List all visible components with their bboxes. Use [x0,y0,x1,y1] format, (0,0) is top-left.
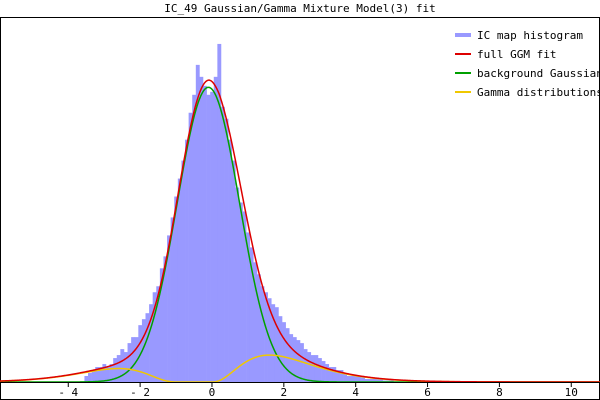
histogram-bar [303,349,308,382]
legend-label: full GGM fit [477,48,556,61]
histogram-bar [127,343,132,382]
histogram-bar [332,367,337,382]
histogram-bars [84,43,394,383]
histogram-bar [353,376,358,382]
x-tick-label: 4 [352,386,359,399]
histogram-bar [264,292,268,382]
histogram-bar [213,76,218,382]
x-tick-label: 8 [496,386,503,399]
histogram-bar [379,379,383,382]
histogram-bar [375,379,380,382]
histogram-bar [217,43,222,383]
histogram-bar [181,160,186,382]
histogram-bar [199,76,204,382]
histogram-bar [314,355,319,382]
chart-title: IC_49 Gaussian/Gamma Mixture Model(3) fi… [164,2,436,15]
histogram-bar [310,355,315,382]
background-gaussian-line [0,86,600,383]
x-tick-label: 2 [281,386,288,399]
full-ggm-fit-line [0,79,600,383]
histogram-bar [141,319,146,382]
histogram-bar [109,364,114,382]
x-tick-label: 10 [565,386,578,399]
histogram-bar [170,217,175,382]
histogram-bar [88,373,92,382]
histogram-bar [256,274,261,382]
histogram-bar [192,94,197,382]
histogram-bar [149,304,153,382]
histogram-bar [242,211,247,382]
histogram-bar [346,376,351,382]
histogram-bar [368,379,373,382]
histogram-bar [317,358,322,382]
histogram-bar [95,367,100,382]
histogram-bar [325,364,330,382]
histogram-bar [185,139,189,382]
histogram-bar [350,376,355,382]
fit-lines [0,79,600,383]
histogram-bar [371,379,376,382]
legend-label: background Gaussian [477,67,600,80]
histogram-bar [307,352,312,382]
histogram-bar [84,376,89,382]
histogram-bar [285,328,290,382]
histogram-bar [159,268,164,382]
histogram-bar [163,256,168,382]
histogram-bar [145,313,150,382]
histogram-bar [188,112,193,383]
histogram-bar [105,367,110,382]
histogram-bar [210,91,215,383]
histogram-bar [357,376,362,382]
histogram-bar [206,94,211,382]
legend: IC map histogram full GGM fit background G… [455,29,600,99]
histogram-bar [231,160,236,382]
histogram-bar [177,178,182,382]
histogram-bar [102,364,107,382]
histogram-bar [220,106,225,382]
histogram-bar [156,286,161,382]
histogram-bar [282,322,286,382]
histogram-bar [328,367,333,382]
histogram-bar [339,370,344,382]
histogram-bar [195,64,200,383]
histogram-bar [224,118,229,382]
histogram-bar [235,187,240,382]
histogram-bar [253,262,258,382]
histogram-bar [278,316,283,382]
histogram-bar [271,304,276,382]
histogram-bar [238,202,243,382]
histogram-bar [321,361,326,382]
histogram-bar [152,292,157,382]
histogram-bar [167,235,171,382]
histogram-bar [343,373,347,382]
histogram-bar [98,367,103,382]
histogram-bar [123,352,128,382]
x-tick-label: 6 [424,386,431,399]
histogram-bar [361,377,365,382]
histogram-bar [246,232,250,382]
histogram-bar [228,139,233,382]
histogram-bar [113,358,118,382]
x-tick-label: 0 [209,386,216,399]
histogram-bar [91,370,96,382]
histogram-bar [249,247,254,382]
histogram-bar [202,85,207,382]
legend-label: Gamma distributions [477,86,600,99]
x-tick-label: - 2 [130,386,150,399]
x-tick-label: - 4 [58,386,78,399]
histogram-bar [260,286,265,382]
x-axis: - 4 - 2 0 2 4 6 8 10 [0,382,600,399]
histogram-bar [364,379,369,382]
histogram-bar [335,370,340,382]
legend-label: IC map histogram [477,29,583,42]
histogram-bar [120,349,125,382]
histogram-bar [174,196,179,382]
histogram-bar [274,307,279,382]
histogram-bar [131,337,136,382]
